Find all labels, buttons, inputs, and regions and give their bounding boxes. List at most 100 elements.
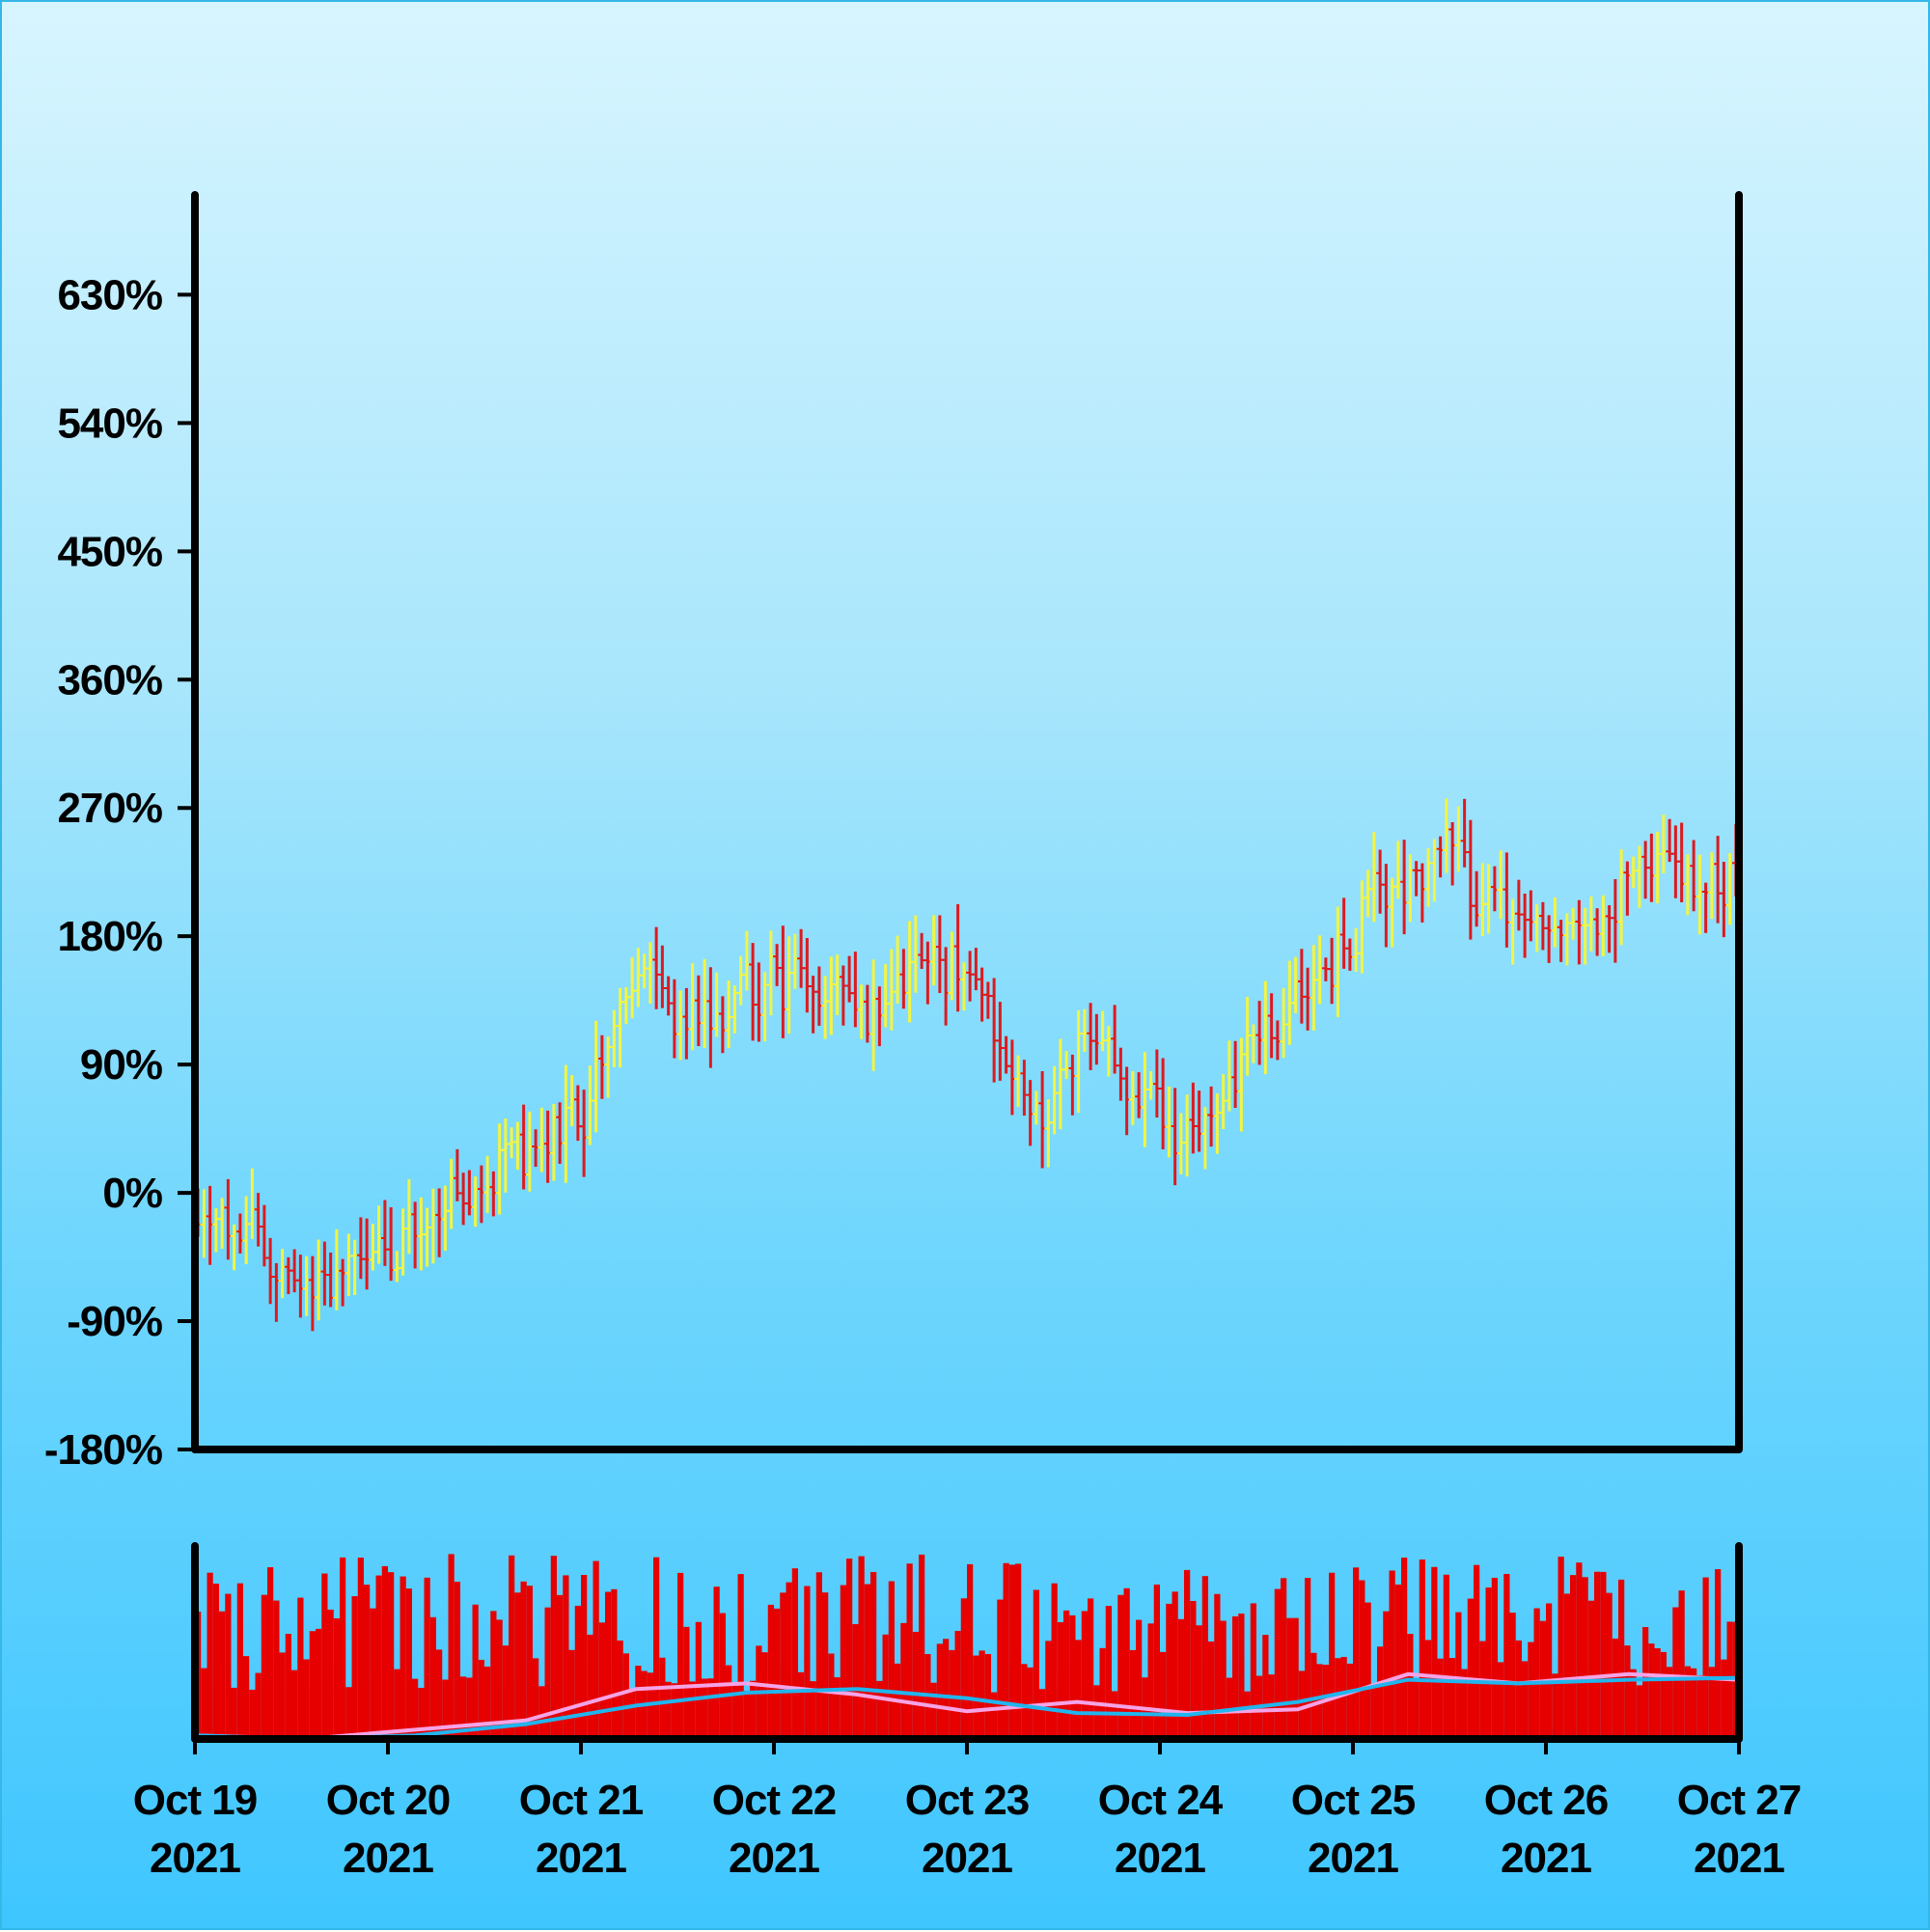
- ohlc-bar: [278, 1249, 287, 1299]
- volume-bar: [991, 1692, 998, 1739]
- ohlc-bar: [1364, 869, 1372, 918]
- ohlc-bar: [797, 928, 806, 988]
- volume-bar: [1630, 1669, 1637, 1739]
- volume-bar: [1533, 1608, 1540, 1739]
- ohlc-bar: [1195, 1090, 1203, 1152]
- volume-bar: [1177, 1618, 1184, 1739]
- y-tick-label: 270%: [57, 785, 162, 832]
- ohlc-bar: [374, 1205, 383, 1264]
- volume-bar: [1443, 1574, 1449, 1739]
- volume-bar: [1413, 1679, 1420, 1739]
- volume-bar: [1383, 1611, 1390, 1739]
- ohlc-bar: [1478, 863, 1487, 936]
- ohlc-bar: [1128, 1071, 1137, 1125]
- volume-bar: [1498, 1662, 1504, 1739]
- ohlc-bar: [1056, 1038, 1064, 1130]
- ohlc-bar: [1152, 1049, 1161, 1118]
- ohlc-bar: [610, 1009, 619, 1067]
- ohlc-bar: [302, 1256, 311, 1316]
- ohlc-bar: [1376, 849, 1385, 914]
- volume-bar: [1153, 1584, 1160, 1739]
- ohlc-bar: [332, 1228, 341, 1311]
- ohlc-bar: [211, 1208, 220, 1253]
- ohlc-bar: [959, 962, 968, 1010]
- volume-bar: [1075, 1640, 1082, 1739]
- ohlc-bar: [1714, 836, 1723, 924]
- ohlc-bar: [1111, 1005, 1119, 1074]
- ohlc-bar: [779, 925, 787, 1038]
- y-tick-label: 180%: [57, 913, 162, 960]
- volume-bar: [1136, 1619, 1143, 1739]
- volume-moving-averages: [194, 1671, 1740, 1742]
- ohlc-bar: [749, 943, 758, 1041]
- volume-bar: [629, 1689, 636, 1739]
- ohlc-bar: [1557, 920, 1565, 962]
- ohlc-bar: [1304, 967, 1312, 1031]
- ohlc-bar: [350, 1239, 359, 1295]
- volume-ma-slow-line: [194, 1675, 1740, 1742]
- volume-bar: [1672, 1607, 1679, 1739]
- ohlc-bar: [556, 1102, 565, 1165]
- ohlc-bar: [580, 1090, 589, 1177]
- ohlc-bar: [640, 953, 648, 989]
- ohlc-bar: [1002, 1035, 1010, 1074]
- volume-bar: [954, 1630, 961, 1739]
- ohlc-bar: [1267, 993, 1276, 1059]
- ohlc-bar: [1593, 908, 1602, 956]
- ohlc-bar: [363, 1218, 372, 1290]
- volume-bar: [1612, 1638, 1618, 1739]
- volume-bar: [207, 1572, 213, 1739]
- ohlc-bar: [495, 1123, 504, 1215]
- ohlc-bar: [266, 1237, 275, 1305]
- volume-bar: [912, 1631, 919, 1739]
- volume-bar: [780, 1592, 786, 1739]
- volume-bar: [659, 1657, 666, 1739]
- ohlc-bar: [200, 1189, 208, 1258]
- volume-bar: [1310, 1652, 1317, 1739]
- ohlc-bar: [573, 1085, 582, 1142]
- volume-bar: [707, 1678, 714, 1739]
- volume-bar: [1467, 1598, 1474, 1739]
- volume-bar: [544, 1607, 551, 1739]
- volume-bar: [834, 1677, 841, 1739]
- ohlc-bar: [1599, 895, 1608, 956]
- volume-bar: [761, 1652, 768, 1739]
- volume-bar: [1449, 1658, 1456, 1739]
- volume-bar: [930, 1682, 937, 1739]
- ohlc-bar: [773, 944, 782, 986]
- x-tick-label-year: 2021: [150, 1835, 240, 1882]
- ohlc-bar: [652, 926, 661, 1009]
- ohlc-bar: [435, 1188, 444, 1257]
- volume-bar: [1696, 1675, 1703, 1739]
- ohlc-bar: [272, 1262, 281, 1322]
- volume-bar: [243, 1656, 250, 1739]
- volume-bar: [1232, 1615, 1239, 1739]
- y-axis-tick-labels: -180% -90% 0% 90% 180% 270% 360% 450% 540% 630%: [44, 271, 163, 1474]
- volume-bar: [212, 1583, 219, 1739]
- ohlc-bar: [760, 972, 769, 1042]
- ohlc-bar: [1490, 866, 1499, 912]
- volume-bar: [1394, 1584, 1401, 1739]
- ohlc-bar: [604, 1036, 613, 1098]
- volume-bar: [731, 1682, 738, 1739]
- volume-bar: [1286, 1617, 1293, 1739]
- ohlc-bar: [1617, 849, 1626, 946]
- ohlc-bar: [1436, 836, 1445, 878]
- volume-bar: [726, 1665, 732, 1739]
- volume-bar: [1437, 1658, 1444, 1739]
- volume-bar: [1088, 1598, 1094, 1739]
- ohlc-bar: [869, 959, 878, 1071]
- volume-bar: [1461, 1669, 1468, 1739]
- volume-bar: [743, 1690, 750, 1739]
- volume-bar: [1039, 1689, 1046, 1739]
- x-tick-label-year: 2021: [1115, 1835, 1205, 1882]
- ohlc-bar: [1141, 1052, 1149, 1147]
- ohlc-bar: [1532, 904, 1541, 952]
- volume-bar: [1262, 1635, 1269, 1739]
- ohlc-bar: [1701, 882, 1710, 933]
- volume-bar: [1281, 1578, 1287, 1739]
- ohlc-bar: [423, 1207, 431, 1267]
- ohlc-bar: [1412, 861, 1420, 897]
- volume-bar: [460, 1676, 467, 1739]
